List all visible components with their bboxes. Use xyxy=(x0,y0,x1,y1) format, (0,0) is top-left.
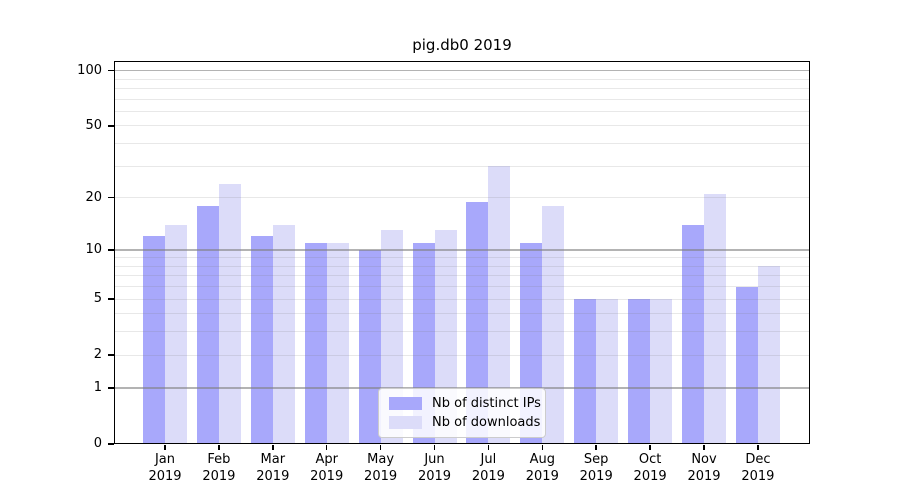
bar-downloads xyxy=(218,183,241,444)
bar-downloads xyxy=(596,299,619,444)
bar-distinct-ips xyxy=(143,236,165,444)
bar-distinct-ips xyxy=(466,201,489,444)
bar-distinct-ips xyxy=(682,224,704,444)
bar-distinct-ips xyxy=(250,236,273,444)
legend-entry-distinct-ips: Nb of distinct IPs xyxy=(389,396,541,411)
bar-distinct-ips xyxy=(735,286,758,444)
bar-downloads xyxy=(326,242,349,444)
bar-downloads xyxy=(650,299,673,444)
bar-downloads xyxy=(165,224,187,444)
bar-distinct-ips xyxy=(358,249,381,444)
bar-distinct-ips xyxy=(304,242,327,444)
bar-downloads xyxy=(757,266,780,444)
legend-swatch-downloads xyxy=(389,416,422,430)
chart-title: pig.db0 2019 xyxy=(412,36,512,54)
bar-downloads xyxy=(704,193,726,444)
legend-swatch-distinct-ips xyxy=(389,396,422,410)
bar-downloads xyxy=(272,224,295,444)
bar-downloads xyxy=(488,166,511,444)
legend-entry-downloads: Nb of downloads xyxy=(389,415,540,430)
legend-label-downloads: Nb of downloads xyxy=(432,415,541,431)
legend-label-distinct-ips: Nb of distinct IPs xyxy=(432,395,541,411)
bar-downloads xyxy=(542,205,565,444)
bar-distinct-ips xyxy=(574,299,597,444)
legend: Nb of distinct IPs Nb of downloads xyxy=(378,388,546,438)
bar-distinct-ips xyxy=(196,205,219,444)
bar-distinct-ips xyxy=(628,299,651,444)
